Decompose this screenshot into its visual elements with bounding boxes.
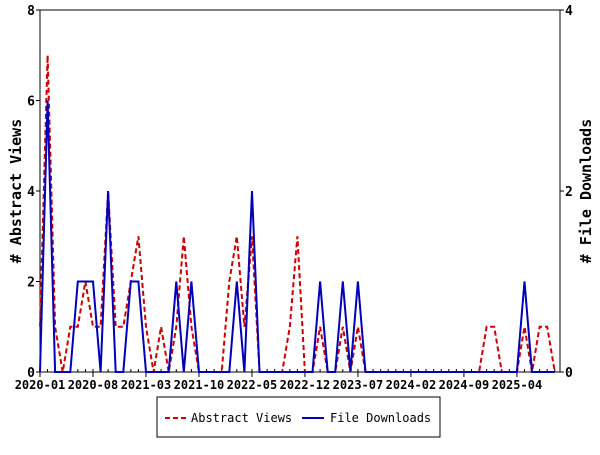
legend: Abstract Views File Downloads bbox=[157, 397, 440, 437]
y-tick-label: 2 bbox=[27, 276, 35, 291]
x-tick-label: 2023-07 bbox=[333, 378, 384, 392]
x-tick-label: 2022-12 bbox=[280, 378, 331, 392]
series-lines bbox=[40, 55, 555, 372]
y2-tick-label: 4 bbox=[565, 4, 573, 19]
x-tick-label: 2021-03 bbox=[121, 378, 172, 392]
x-tick-label: 2025-04 bbox=[492, 378, 543, 392]
plot-frame bbox=[40, 10, 560, 372]
y-tick-label: 4 bbox=[27, 185, 35, 200]
y2-tick-label: 2 bbox=[565, 185, 573, 200]
legend-views-label: Abstract Views bbox=[191, 411, 292, 425]
series-line-abstract-views bbox=[40, 55, 555, 372]
x-tick-label: 2022-05 bbox=[227, 378, 278, 392]
y2-axis-label: # File Downloads bbox=[577, 119, 595, 264]
x-tick-label: 2021-10 bbox=[174, 378, 225, 392]
legend-downloads-label: File Downloads bbox=[330, 411, 431, 425]
x-tick-label: 2024-09 bbox=[439, 378, 490, 392]
x-tick-label: 2024-02 bbox=[386, 378, 437, 392]
y2-tick-label: 0 bbox=[565, 366, 573, 381]
y-tick-label: 6 bbox=[27, 95, 35, 110]
y-axis-label: # Abstract Views bbox=[7, 119, 25, 264]
x-tick-label: 2020-01 bbox=[15, 378, 66, 392]
y-tick-label: 8 bbox=[27, 4, 35, 19]
x-tick-label: 2020-08 bbox=[68, 378, 119, 392]
